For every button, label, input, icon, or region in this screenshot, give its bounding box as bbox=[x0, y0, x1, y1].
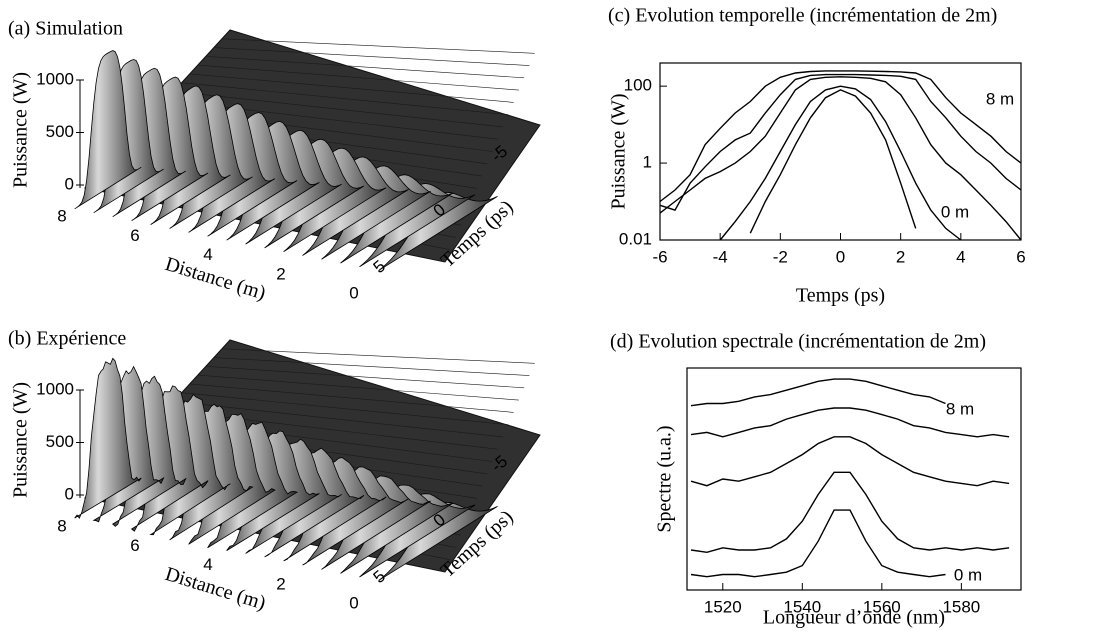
series-line bbox=[690, 436, 1010, 487]
y-axis-label: Spectre (u.a.) bbox=[654, 425, 676, 532]
surface-slice bbox=[340, 174, 454, 264]
z-tick-label: 1000 bbox=[36, 69, 74, 88]
curve-label: 0 m bbox=[941, 202, 969, 221]
x-tick-label: 2 bbox=[896, 247, 905, 266]
x-axis-label: Distance (m) bbox=[163, 253, 269, 304]
x-tick-label: 6 bbox=[1016, 247, 1025, 266]
panel-title: (b) Expérience bbox=[8, 328, 126, 350]
x-tick-label: 6 bbox=[130, 536, 139, 555]
series-line bbox=[690, 407, 1010, 438]
panel-title: (a) Simulation bbox=[8, 18, 123, 40]
series-line bbox=[659, 70, 1022, 203]
curve-label: 0 m bbox=[954, 565, 982, 584]
surface-mesh bbox=[189, 73, 514, 103]
x-tick-label: 8 bbox=[57, 207, 66, 226]
surface-mesh bbox=[205, 56, 525, 79]
panel-title: (c) Evolution temporelle (incrémentation… bbox=[608, 5, 997, 27]
x-tick-label: 4 bbox=[203, 555, 212, 574]
x-axis-label: Distance (m) bbox=[163, 563, 269, 614]
surface-slice bbox=[340, 484, 454, 574]
surface-mesh bbox=[205, 366, 525, 389]
z-tick-label: 0 bbox=[65, 484, 74, 503]
x-tick-label: 2 bbox=[276, 574, 285, 593]
series-line bbox=[659, 76, 1022, 241]
x-tick-label: 1540 bbox=[783, 597, 821, 616]
x-tick-label: 1520 bbox=[704, 597, 742, 616]
z-axis-label: Puissance (W) bbox=[10, 72, 32, 188]
surface-slice bbox=[74, 357, 142, 520]
line-panel: (c) Evolution temporelle (incrémentation… bbox=[608, 5, 1026, 307]
surface-mesh bbox=[221, 38, 535, 54]
z-tick-label: 1000 bbox=[36, 379, 74, 398]
surface-slice bbox=[74, 50, 142, 210]
surface-mesh bbox=[213, 47, 530, 66]
y-axis-label: Puissance (W) bbox=[608, 93, 630, 209]
x-tick-label: 6 bbox=[130, 226, 139, 245]
x-tick-label: -2 bbox=[773, 247, 788, 266]
surface-mesh bbox=[197, 64, 519, 91]
surface-mesh bbox=[173, 401, 504, 438]
x-tick-label: 8 bbox=[57, 517, 66, 536]
x-axis-label: Longueur d’onde (nm) bbox=[763, 607, 945, 629]
x-tick-label: -6 bbox=[652, 247, 667, 266]
z-tick-label: 0 bbox=[65, 174, 74, 193]
surface-mesh bbox=[213, 357, 530, 376]
y-tick-label: 100 bbox=[624, 76, 652, 95]
series-line bbox=[690, 378, 946, 407]
x-tick-label: 4 bbox=[956, 247, 965, 266]
z-tick-label: 500 bbox=[46, 432, 74, 451]
y-tick-label: 0.01 bbox=[619, 229, 652, 248]
y-tick-label: 1 bbox=[643, 153, 652, 172]
surface-mesh bbox=[173, 91, 504, 128]
surface-mesh bbox=[221, 348, 535, 364]
x-tick-label: 4 bbox=[203, 245, 212, 264]
curve-label: 8 m bbox=[986, 89, 1014, 108]
x-axis-label: Temps (ps) bbox=[796, 285, 885, 307]
plot-frame bbox=[686, 367, 1022, 591]
surface-slice bbox=[321, 165, 431, 260]
x-tick-label: 0 bbox=[836, 247, 845, 266]
series-line bbox=[749, 89, 917, 234]
x-tick-label: 0 bbox=[349, 283, 358, 302]
surface-mesh bbox=[181, 82, 509, 115]
y-tick-label: 5 bbox=[370, 256, 389, 277]
z-tick-label: 500 bbox=[46, 122, 74, 141]
z-axis-label: Puissance (W) bbox=[10, 382, 32, 498]
curve-label: 8 m bbox=[946, 399, 974, 418]
panel-title: (d) Evolution spectrale (incrémentation … bbox=[610, 331, 986, 353]
x-tick-label: 1560 bbox=[863, 597, 901, 616]
series-line bbox=[719, 85, 962, 241]
x-tick-label: 2 bbox=[276, 264, 285, 283]
surface-mesh bbox=[189, 383, 514, 413]
surface-mesh bbox=[197, 374, 519, 401]
series-line bbox=[690, 471, 1010, 554]
x-tick-label: -4 bbox=[713, 247, 728, 266]
surface-mesh bbox=[181, 392, 509, 425]
series-line bbox=[690, 509, 946, 578]
y-tick-label: 5 bbox=[370, 566, 389, 587]
series-line bbox=[659, 73, 1022, 211]
line-panel: (d) Evolution spectrale (incrémentation … bbox=[610, 331, 1022, 629]
surface-slice bbox=[321, 475, 431, 570]
x-tick-label: 0 bbox=[349, 593, 358, 612]
x-tick-label: 1580 bbox=[942, 597, 980, 616]
